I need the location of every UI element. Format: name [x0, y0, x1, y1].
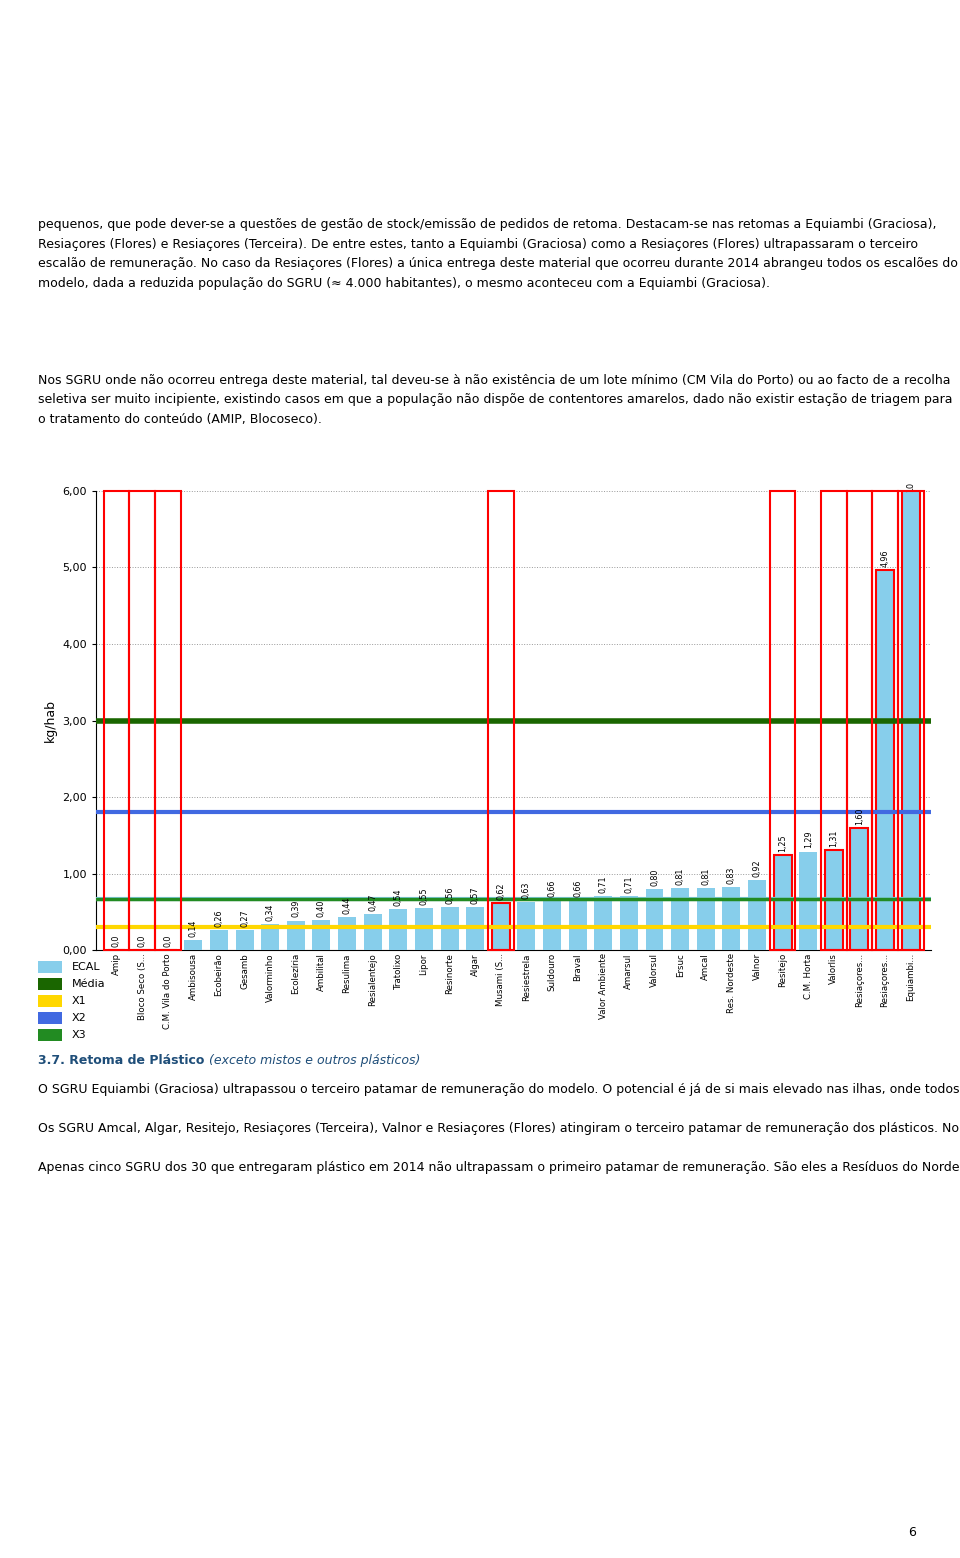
Text: Nos SGRU onde não ocorreu entrega deste material, tal deveu-se à não existência : Nos SGRU onde não ocorreu entrega deste …: [38, 374, 953, 425]
Bar: [287, 921, 304, 950]
Text: 0,81: 0,81: [701, 868, 710, 885]
Text: pequenos, que pode dever-se a questões de gestão de stock/emissão de pedidos de : pequenos, que pode dever-se a questões d…: [38, 218, 958, 290]
Bar: [825, 851, 843, 950]
Bar: [184, 939, 203, 950]
Text: 0,26: 0,26: [214, 910, 224, 927]
Text: 0,54: 0,54: [394, 888, 403, 905]
Bar: [800, 852, 817, 950]
Text: 0,66: 0,66: [573, 879, 582, 897]
Text: X2: X2: [72, 1013, 86, 1024]
Text: 0,56: 0,56: [445, 887, 454, 904]
Bar: [492, 904, 510, 950]
Bar: [594, 896, 612, 950]
Text: 6: 6: [908, 1527, 916, 1539]
FancyBboxPatch shape: [38, 996, 62, 1006]
Bar: [671, 888, 689, 950]
Text: 0,39: 0,39: [291, 901, 300, 918]
Text: (exceto mistos e outros plásticos): (exceto mistos e outros plásticos): [204, 1055, 420, 1067]
Text: 0,55: 0,55: [420, 888, 428, 905]
Text: 0,44: 0,44: [343, 896, 351, 913]
Text: 0,80: 0,80: [650, 869, 659, 887]
Bar: [568, 901, 587, 950]
Bar: [620, 896, 637, 950]
Text: 10: 10: [906, 481, 915, 491]
Text: 0,66: 0,66: [547, 879, 557, 897]
Text: 0,47: 0,47: [369, 894, 377, 911]
Bar: [645, 890, 663, 950]
Bar: [876, 570, 894, 950]
Text: 1,29: 1,29: [804, 830, 813, 849]
Text: 0,92: 0,92: [753, 858, 761, 877]
Text: 0,0: 0,0: [112, 935, 121, 947]
Text: 3.7. Retoma de Plástico: 3.7. Retoma de Plástico: [38, 1055, 204, 1067]
Text: 0,14: 0,14: [189, 919, 198, 936]
Text: 0,34: 0,34: [266, 904, 275, 921]
Text: ECAL: ECAL: [72, 961, 101, 972]
Bar: [543, 901, 561, 950]
Bar: [847, 491, 873, 950]
Bar: [821, 491, 847, 950]
Bar: [155, 491, 180, 950]
FancyBboxPatch shape: [38, 978, 62, 989]
Bar: [364, 915, 382, 950]
Bar: [235, 930, 253, 950]
Text: 0,0: 0,0: [163, 935, 172, 947]
Bar: [517, 902, 536, 950]
Text: 0,40: 0,40: [317, 899, 326, 916]
Text: 4,96: 4,96: [880, 550, 890, 567]
FancyBboxPatch shape: [38, 1013, 62, 1024]
Bar: [467, 907, 484, 950]
Text: 1,25: 1,25: [779, 834, 787, 852]
Bar: [722, 887, 740, 950]
Bar: [898, 491, 924, 950]
Text: 1,60: 1,60: [855, 807, 864, 824]
Bar: [130, 491, 155, 950]
Text: 0,62: 0,62: [496, 882, 505, 901]
Text: 0,83: 0,83: [727, 866, 736, 883]
Text: 1,31: 1,31: [829, 829, 838, 848]
Text: Média: Média: [72, 978, 106, 989]
Bar: [748, 880, 766, 950]
Bar: [261, 924, 279, 950]
Bar: [873, 491, 898, 950]
Bar: [210, 930, 228, 950]
Bar: [441, 907, 459, 950]
Text: 0,81: 0,81: [676, 868, 684, 885]
Bar: [338, 916, 356, 950]
Text: 0,27: 0,27: [240, 908, 249, 927]
Text: O SGRU Equiambi (Graciosa) ultrapassou o terceiro patamar de remuneração do mode: O SGRU Equiambi (Graciosa) ultrapassou o…: [38, 1083, 960, 1173]
Bar: [104, 491, 130, 950]
Bar: [390, 908, 407, 950]
Bar: [774, 855, 792, 950]
Bar: [488, 491, 514, 950]
FancyBboxPatch shape: [38, 961, 62, 972]
Text: X1: X1: [72, 996, 86, 1006]
Bar: [770, 491, 796, 950]
Text: X3: X3: [72, 1030, 86, 1041]
Text: 0,71: 0,71: [599, 876, 608, 893]
Bar: [851, 827, 869, 950]
Bar: [697, 888, 714, 950]
Bar: [415, 908, 433, 950]
Bar: [901, 184, 920, 950]
Text: 0,63: 0,63: [522, 882, 531, 899]
Text: 0,57: 0,57: [470, 887, 480, 904]
FancyBboxPatch shape: [38, 1030, 62, 1041]
Text: 0,71: 0,71: [624, 876, 634, 893]
Text: 0,0: 0,0: [137, 935, 147, 947]
Bar: [313, 919, 330, 950]
Y-axis label: kg/hab: kg/hab: [44, 700, 57, 742]
